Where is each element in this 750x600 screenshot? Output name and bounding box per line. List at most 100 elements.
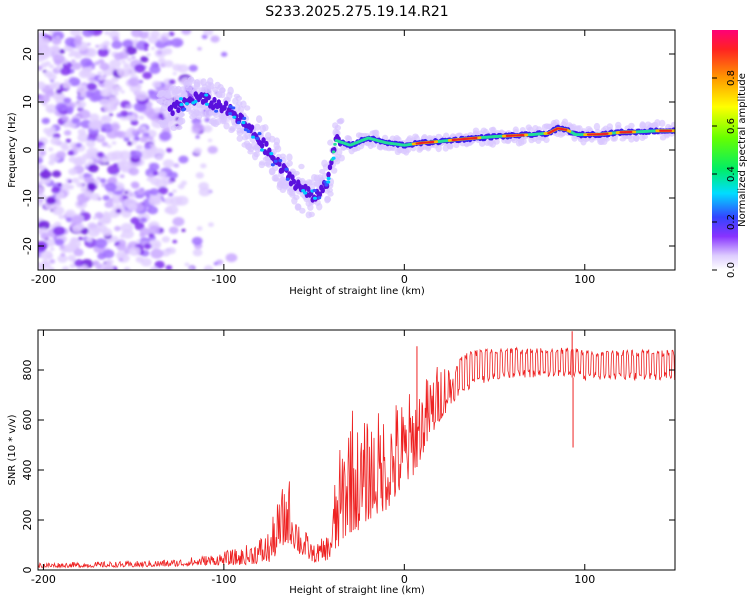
ridge-hot	[672, 129, 675, 133]
ridge-halo	[373, 129, 380, 137]
ridge-halo	[273, 174, 280, 182]
ridge-halo	[255, 115, 263, 124]
noise-blob	[172, 239, 178, 244]
noise-blob	[119, 196, 124, 200]
noise-blob	[72, 237, 78, 242]
ridge-halo	[199, 111, 207, 117]
spectrogram-xtick-label: -200	[31, 273, 56, 286]
noise-blob	[92, 260, 100, 266]
noise-blob	[49, 259, 56, 264]
noise-blob	[154, 260, 165, 269]
ridge-spot	[273, 159, 278, 163]
noise-blob	[70, 30, 82, 37]
noise-blob	[67, 254, 76, 262]
noise-blob	[59, 245, 65, 249]
ridge-peak	[564, 128, 568, 131]
ridge-spot	[231, 106, 236, 110]
ridge-spot	[181, 108, 186, 112]
noise-blob	[68, 77, 81, 87]
noise-blob	[145, 149, 158, 158]
noise-blob	[38, 65, 43, 71]
noise-blob	[130, 119, 139, 126]
noise-blob	[181, 30, 192, 35]
noise-blob	[125, 104, 132, 110]
ridge-halo	[254, 123, 261, 131]
colorbar-tick-label: 0.6	[726, 118, 737, 134]
ridge-spot	[326, 180, 331, 184]
noise-blob	[193, 147, 202, 155]
snr-plot-area	[38, 330, 675, 570]
noise-blob	[149, 65, 161, 74]
noise-blob	[192, 248, 203, 257]
noise-blob	[168, 171, 178, 179]
noise-blob	[47, 108, 54, 113]
colorbar-gradient	[712, 30, 738, 270]
ridge-halo	[253, 151, 260, 158]
noise-blob	[143, 47, 149, 51]
noise-blob	[128, 133, 134, 137]
ridge-halo	[279, 176, 287, 183]
noise-blob	[78, 109, 91, 120]
noise-blob	[126, 57, 132, 62]
noise-blob	[111, 150, 124, 161]
spectrogram-xtick-label: -100	[211, 273, 236, 286]
noise-blob	[88, 113, 100, 122]
ridge-halo	[313, 181, 320, 187]
noise-blob	[123, 136, 130, 142]
noise-blob	[136, 239, 141, 243]
noise-blob	[120, 165, 130, 173]
noise-blob	[96, 71, 103, 76]
ridge-halo	[338, 117, 345, 124]
ridge-spot	[278, 159, 283, 163]
spectrogram-ytick-label: -10	[21, 189, 34, 207]
ridge-halo	[185, 104, 193, 112]
noise-blob	[119, 174, 125, 179]
noise-blob	[38, 261, 41, 266]
noise-blob	[97, 252, 107, 260]
noise-blob	[44, 70, 53, 78]
ridge-halo	[628, 122, 635, 129]
noise-blob	[104, 200, 114, 209]
colorbar-tick-label: 0.4	[726, 166, 737, 182]
noise-blob	[161, 236, 170, 243]
noise-blob	[150, 30, 161, 39]
noise-blob	[82, 30, 94, 38]
noise-blob	[213, 262, 218, 266]
spectrogram-ytick-label: 0	[21, 147, 34, 154]
noise-blob	[220, 51, 228, 57]
ridge-halo	[628, 135, 635, 143]
noise-blob	[116, 243, 127, 251]
ridge-core	[267, 147, 272, 154]
ridge-halo	[204, 108, 212, 117]
ridge-core	[317, 191, 323, 198]
ridge-halo	[169, 114, 176, 121]
noise-blob	[58, 49, 66, 54]
noise-blob	[83, 176, 93, 184]
noise-blob	[48, 266, 55, 270]
ridge-halo	[243, 105, 251, 111]
noise-blob	[110, 123, 121, 131]
noise-blob	[131, 182, 140, 189]
noise-blob	[99, 98, 110, 107]
noise-blob	[95, 44, 100, 48]
noise-blob	[55, 150, 66, 159]
noise-blob	[38, 186, 45, 195]
ridge-halo	[293, 194, 300, 201]
noise-blob	[197, 47, 202, 51]
snr-series	[38, 331, 675, 569]
noise-blob	[41, 117, 50, 125]
noise-blob	[71, 62, 82, 70]
ridge-core	[261, 137, 266, 144]
noise-blob	[112, 198, 119, 203]
noise-blob	[92, 216, 98, 220]
noise-blob	[38, 45, 46, 55]
noise-blob	[130, 193, 137, 198]
noise-blob	[96, 176, 101, 180]
noise-blob	[120, 90, 125, 94]
noise-blob	[106, 179, 112, 183]
noise-blob	[156, 50, 163, 55]
noise-blob	[65, 138, 72, 144]
noise-blob	[80, 209, 86, 213]
noise-blob	[111, 40, 123, 49]
ridge-halo	[219, 91, 226, 99]
